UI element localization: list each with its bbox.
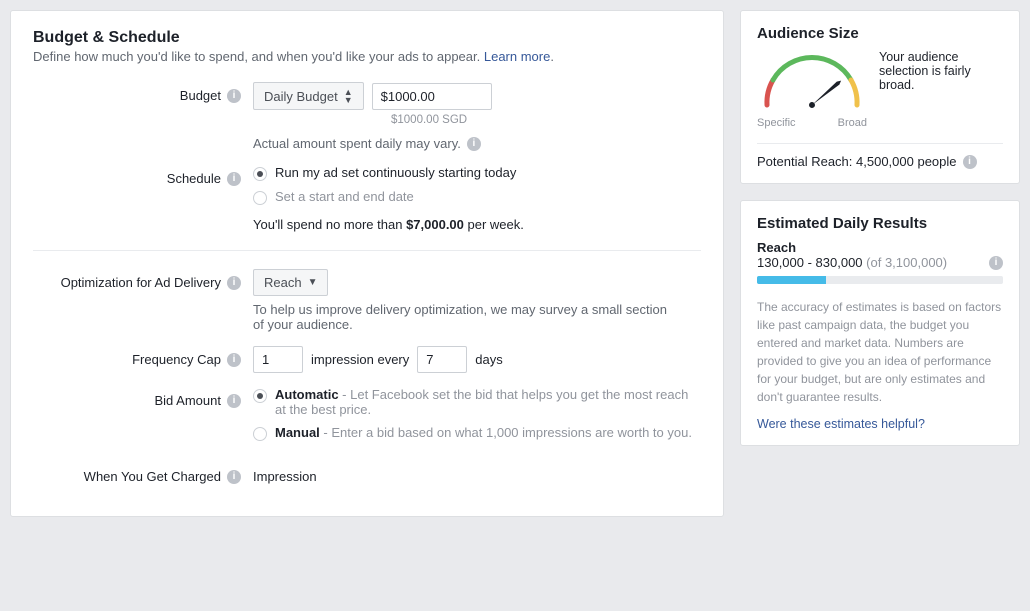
potential-reach-label: Potential Reach: bbox=[757, 154, 856, 169]
bid-manual-option[interactable]: Manual - Enter a bid based on what 1,000… bbox=[253, 425, 693, 441]
spend-note: You'll spend no more than $7,000.00 per … bbox=[253, 217, 701, 232]
charged-label: When You Get Charged bbox=[84, 469, 221, 484]
radio-icon bbox=[253, 427, 267, 441]
radio-icon bbox=[253, 167, 267, 181]
audience-size-card: Audience Size Specific Broad bbox=[740, 10, 1020, 184]
reach-range: 130,000 - 830,000 bbox=[757, 255, 863, 270]
audience-desc: Your audience selection is fairly broad. bbox=[879, 50, 1003, 92]
info-icon[interactable]: i bbox=[467, 137, 481, 151]
info-icon[interactable]: i bbox=[963, 155, 977, 169]
schedule-continuous-label: Run my ad set continuously starting toda… bbox=[275, 165, 516, 180]
info-icon[interactable]: i bbox=[227, 276, 241, 290]
radio-icon bbox=[253, 191, 267, 205]
gauge-broad-label: Broad bbox=[838, 117, 867, 129]
budget-schedule-panel: Budget & Schedule Define how much you'd … bbox=[10, 10, 724, 517]
bid-manual-label: Manual bbox=[275, 425, 320, 440]
estimates-title: Estimated Daily Results bbox=[757, 215, 1003, 232]
gauge-specific-label: Specific bbox=[757, 117, 796, 129]
bid-manual-desc: - Enter a bid based on what 1,000 impres… bbox=[320, 425, 692, 440]
frequency-label: Frequency Cap bbox=[132, 352, 221, 367]
budget-type-select[interactable]: Daily Budget ▲▼ bbox=[253, 82, 364, 110]
info-icon[interactable]: i bbox=[227, 394, 241, 408]
budget-label: Budget bbox=[180, 88, 221, 103]
estimated-results-card: Estimated Daily Results Reach 130,000 - … bbox=[740, 200, 1020, 446]
budget-currency-note: $1000.00 SGD bbox=[391, 114, 701, 126]
audience-gauge: Specific Broad bbox=[757, 50, 867, 129]
budget-type-label: Daily Budget bbox=[264, 89, 338, 104]
info-icon[interactable]: i bbox=[227, 89, 241, 103]
budget-vary-note: Actual amount spent daily may vary. bbox=[253, 136, 461, 151]
info-icon[interactable]: i bbox=[227, 172, 241, 186]
bid-label: Bid Amount bbox=[155, 393, 222, 408]
frequency-impressions-input[interactable] bbox=[253, 346, 303, 373]
reach-label: Reach bbox=[757, 240, 1003, 255]
radio-icon bbox=[253, 389, 267, 403]
optimization-value: Reach bbox=[264, 275, 302, 290]
frequency-mid-text: impression every bbox=[311, 352, 409, 367]
audience-title: Audience Size bbox=[757, 25, 1003, 42]
frequency-unit: days bbox=[475, 352, 502, 367]
schedule-continuous-option[interactable]: Run my ad set continuously starting toda… bbox=[253, 165, 701, 181]
estimates-helpful-link[interactable]: Were these estimates helpful? bbox=[757, 417, 925, 431]
learn-more-link[interactable]: Learn more bbox=[484, 49, 550, 64]
info-icon[interactable]: i bbox=[227, 353, 241, 367]
divider bbox=[33, 250, 701, 251]
bid-auto-option[interactable]: Automatic - Let Facebook set the bid tha… bbox=[253, 387, 693, 417]
reach-progress bbox=[757, 276, 1003, 284]
optimization-select[interactable]: Reach ▼ bbox=[253, 269, 328, 296]
budget-amount-input[interactable] bbox=[372, 83, 492, 110]
bid-auto-label: Automatic bbox=[275, 387, 339, 402]
optimization-label: Optimization for Ad Delivery bbox=[61, 275, 221, 290]
section-subtitle: Define how much you'd like to spend, and… bbox=[33, 49, 701, 64]
section-subtitle-text: Define how much you'd like to spend, and… bbox=[33, 49, 484, 64]
info-icon[interactable]: i bbox=[227, 470, 241, 484]
optimization-help: To help us improve delivery optimization… bbox=[253, 302, 673, 332]
schedule-range-label: Set a start and end date bbox=[275, 189, 414, 204]
updown-icon: ▲▼ bbox=[344, 88, 353, 104]
reach-progress-fill bbox=[757, 276, 826, 284]
schedule-range-option[interactable]: Set a start and end date bbox=[253, 189, 701, 205]
estimates-disclaimer: The accuracy of estimates is based on fa… bbox=[757, 298, 1003, 406]
info-icon[interactable]: i bbox=[989, 256, 1003, 270]
charged-value: Impression bbox=[253, 463, 701, 484]
caret-down-icon: ▼ bbox=[308, 277, 318, 288]
section-title: Budget & Schedule bbox=[33, 29, 701, 47]
schedule-label: Schedule bbox=[167, 171, 221, 186]
frequency-days-input[interactable] bbox=[417, 346, 467, 373]
reach-of: (of 3,100,000) bbox=[863, 255, 948, 270]
potential-reach-value: 4,500,000 people bbox=[856, 154, 956, 169]
